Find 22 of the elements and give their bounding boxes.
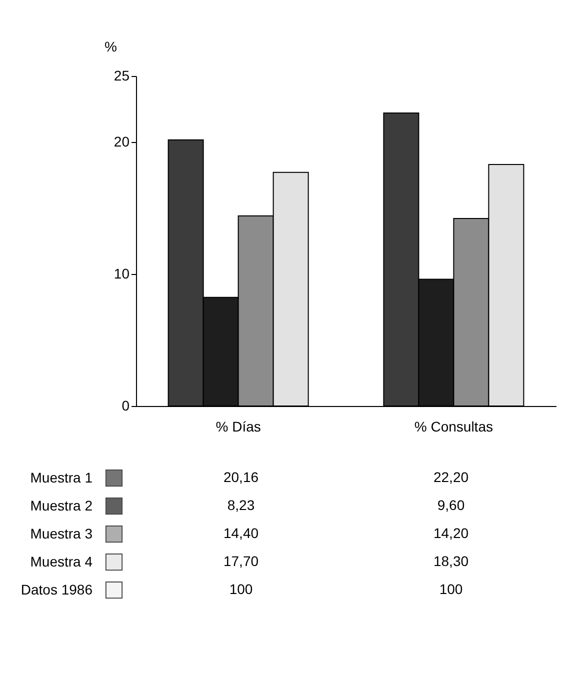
data-label: 17,70 xyxy=(223,553,259,569)
x-tick-label: % Días xyxy=(216,418,261,434)
legend-label: Muestra 3 xyxy=(30,526,93,542)
y-tick-label: 10 xyxy=(114,266,130,282)
text: 100 xyxy=(439,581,463,597)
y-tick-label: 0 xyxy=(122,398,130,414)
data-label: 20,16 xyxy=(223,469,259,485)
legend-label: Muestra 2 xyxy=(30,498,93,514)
data-label: 14,20 xyxy=(433,525,469,541)
data-label: 9,60 xyxy=(437,497,465,513)
data-label: 22,20 xyxy=(433,469,469,485)
data-label: 8,23 xyxy=(227,497,255,513)
data-label: 18,30 xyxy=(433,553,469,569)
x-tick-label: % Consultas xyxy=(414,418,493,434)
legend-label: Muestra 1 xyxy=(30,470,93,486)
y-tick-label: 25 xyxy=(114,68,130,84)
legend-label: Datos 1986 xyxy=(20,582,93,598)
y-axis-title: % xyxy=(104,38,117,54)
text: 100 xyxy=(229,581,253,597)
data-label: 14,40 xyxy=(223,525,259,541)
legend-label: Muestra 4 xyxy=(30,554,93,570)
y-tick-label: 20 xyxy=(114,134,130,150)
